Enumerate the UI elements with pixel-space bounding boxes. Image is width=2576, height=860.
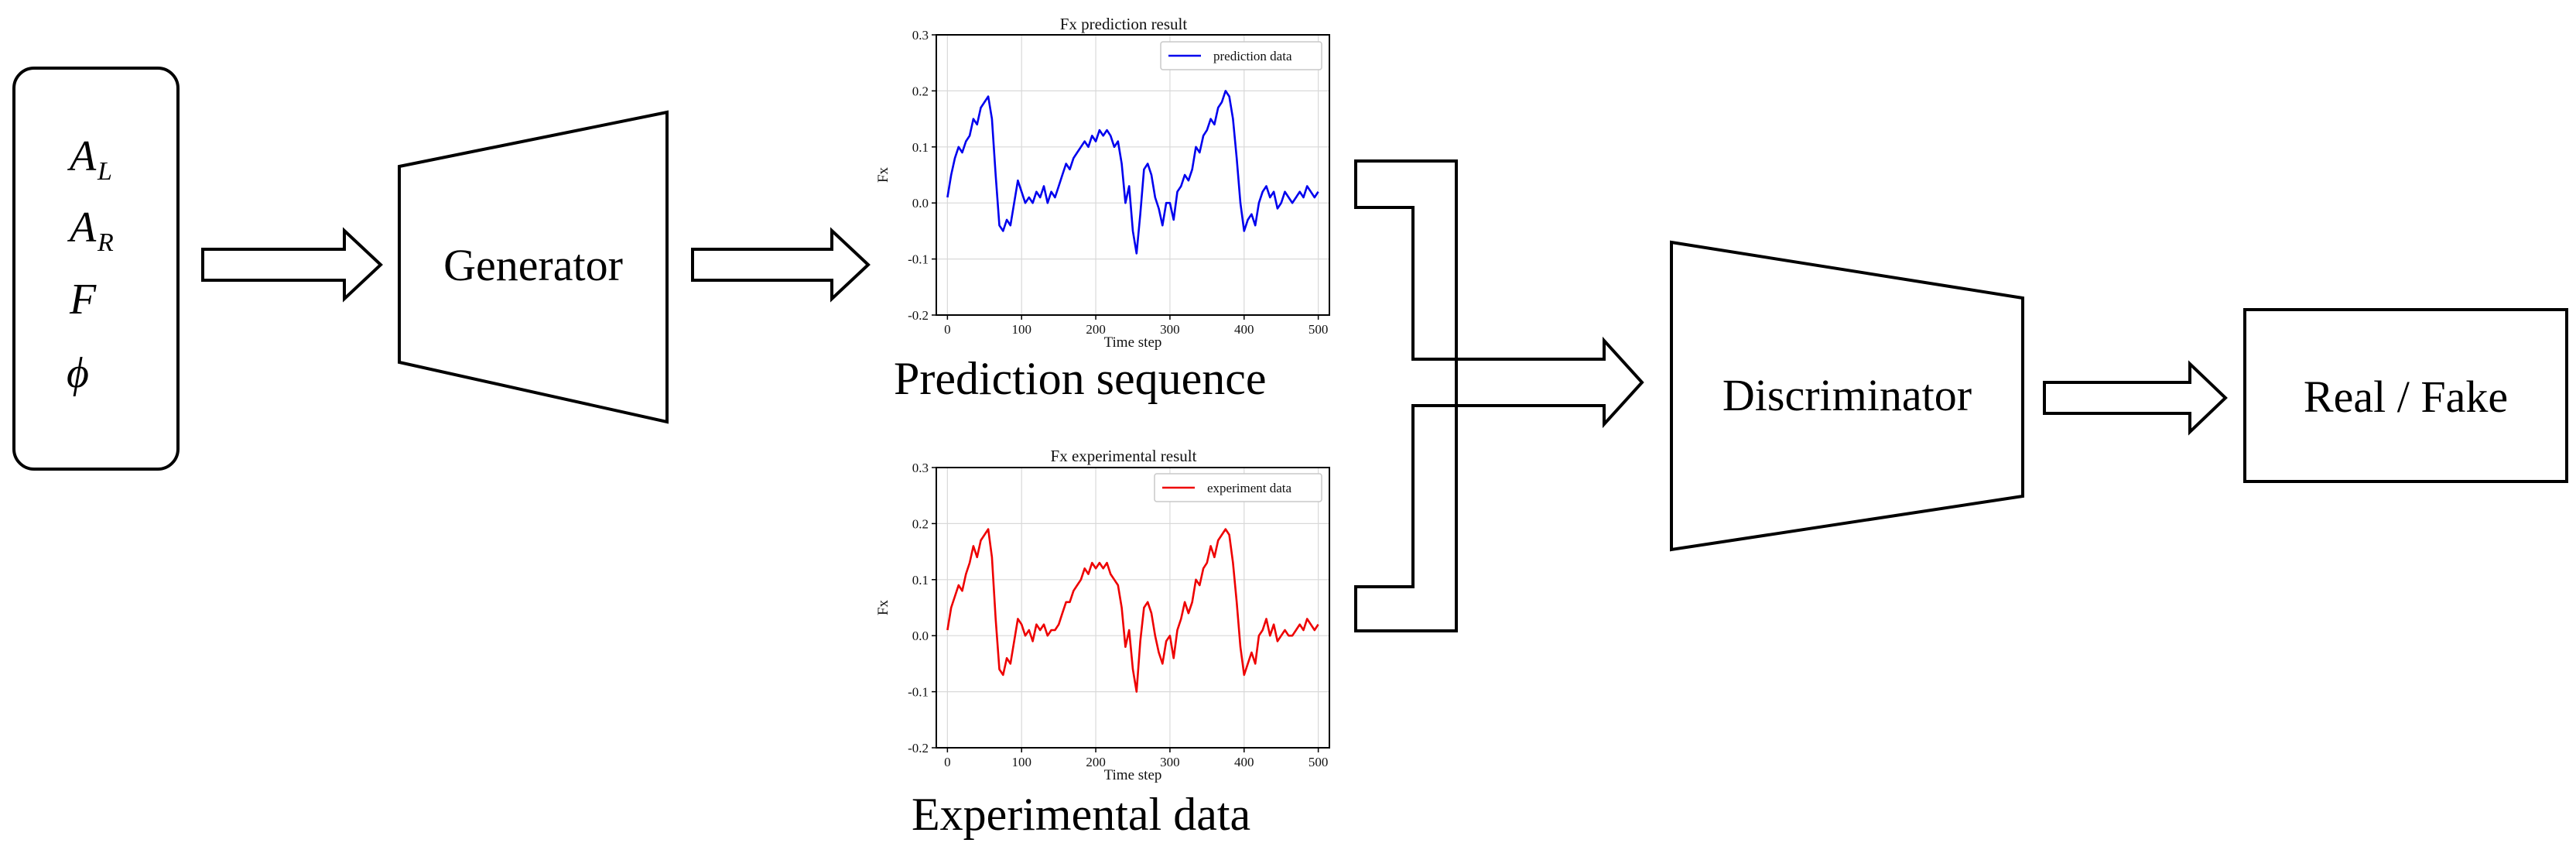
experimental-chart: Fx experimental result -0.2 -0.1 0.0 0.1 0.2…	[875, 447, 1330, 783]
arrow-generator-to-prediction	[691, 227, 871, 303]
experimental-series-line	[946, 528, 1319, 693]
experimental-chart-yticks: -0.2 -0.1 0.0 0.1 0.2 0.3	[908, 461, 936, 755]
discriminator-block: Discriminator	[1670, 240, 2024, 552]
experimental-legend-label: experiment data	[1207, 481, 1291, 495]
input-variables-box: A L A R F ϕ	[12, 67, 180, 471]
discriminator-shape	[1670, 240, 2024, 552]
experimental-chart-xticks: 0 100 200 300 400 500	[944, 748, 1328, 769]
experimental-xtick-label: 200	[1086, 755, 1106, 769]
prediction-chart-frame	[936, 34, 1330, 316]
prediction-ytick-label: -0.1	[908, 252, 929, 267]
prediction-legend-label: prediction data	[1213, 49, 1292, 63]
experimental-xtick-label: 400	[1234, 755, 1254, 769]
generator-block: Generator	[398, 110, 669, 424]
prediction-chart-xticks: 0 100 200 300 400 500	[944, 315, 1328, 337]
prediction-series-line	[946, 90, 1319, 255]
prediction-ytick-label: 0.3	[912, 28, 929, 43]
input-var-ar: A R	[67, 204, 114, 257]
discriminator-label: Discriminator	[1722, 370, 1972, 420]
input-var-al-base: A	[67, 132, 97, 180]
experimental-xtick-label: 500	[1309, 755, 1329, 769]
experimental-chart-legend: experiment data	[1154, 473, 1322, 502]
input-var-al-sub: L	[97, 157, 112, 186]
output-box	[2243, 308, 2568, 483]
prediction-legend-box	[1160, 41, 1322, 70]
prediction-ytick-label: 0.2	[912, 84, 929, 98]
experimental-chart-title: Fx experimental result	[1051, 447, 1197, 465]
input-box-frame	[12, 67, 180, 471]
output-block: Real / Fake	[2243, 308, 2568, 483]
generator-label: Generator	[443, 240, 623, 290]
experimental-caption: Experimental data	[912, 789, 1251, 840]
experimental-xtick-label: 300	[1160, 755, 1180, 769]
experimental-chart-frame	[936, 467, 1330, 749]
experimental-chart-ylabel: Fx	[875, 599, 891, 615]
arrow-inputs-to-generator	[201, 227, 383, 303]
prediction-xtick-label: 200	[1086, 322, 1106, 337]
experimental-ytick-label: -0.1	[908, 685, 929, 700]
experimental-xtick-label: 0	[944, 755, 951, 769]
generator-shape	[398, 110, 669, 424]
input-var-ar-sub: R	[97, 228, 114, 257]
output-label: Real / Fake	[2304, 372, 2508, 422]
experimental-chart-xlabel: Time step	[1104, 767, 1162, 783]
prediction-chart: Fx prediction result -0.2 -0.1 0.0 0.1 0.2 0.…	[875, 15, 1330, 351]
prediction-xtick-label: 400	[1234, 322, 1254, 337]
arrow-discriminator-to-output	[2043, 360, 2228, 436]
prediction-chart-ylabel: Fx	[875, 166, 891, 183]
prediction-xtick-label: 300	[1160, 322, 1180, 337]
merge-arrow-to-discriminator	[1354, 159, 1644, 632]
experimental-ytick-label: 0.1	[912, 573, 929, 588]
prediction-chart-legend: prediction data	[1160, 41, 1322, 70]
prediction-xtick-label: 500	[1309, 322, 1329, 337]
prediction-chart-yticks: -0.2 -0.1 0.0 0.1 0.2 0.3	[908, 28, 936, 323]
input-var-phi: ϕ	[67, 349, 89, 397]
experimental-legend-box	[1154, 473, 1322, 502]
experimental-xtick-label: 100	[1011, 755, 1031, 769]
experimental-ytick-label: -0.2	[908, 741, 929, 755]
prediction-chart-title: Fx prediction result	[1060, 15, 1188, 33]
prediction-caption: Prediction sequence	[894, 353, 1267, 404]
prediction-xtick-label: 100	[1011, 322, 1031, 337]
prediction-ytick-label: 0.0	[912, 196, 929, 211]
experimental-ytick-label: 0.2	[912, 516, 929, 531]
input-var-phi-base: ϕ	[67, 349, 89, 397]
prediction-ytick-label: -0.2	[908, 308, 929, 323]
experimental-ytick-label: 0.3	[912, 461, 929, 475]
prediction-chart-xlabel: Time step	[1104, 334, 1162, 351]
input-var-ar-base: A	[67, 204, 97, 252]
input-var-f-base: F	[69, 276, 97, 324]
prediction-ytick-label: 0.1	[912, 140, 929, 155]
input-var-f: F	[69, 276, 97, 324]
input-var-al: A L	[67, 132, 112, 186]
prediction-xtick-label: 0	[944, 322, 951, 337]
experimental-ytick-label: 0.0	[912, 629, 929, 643]
